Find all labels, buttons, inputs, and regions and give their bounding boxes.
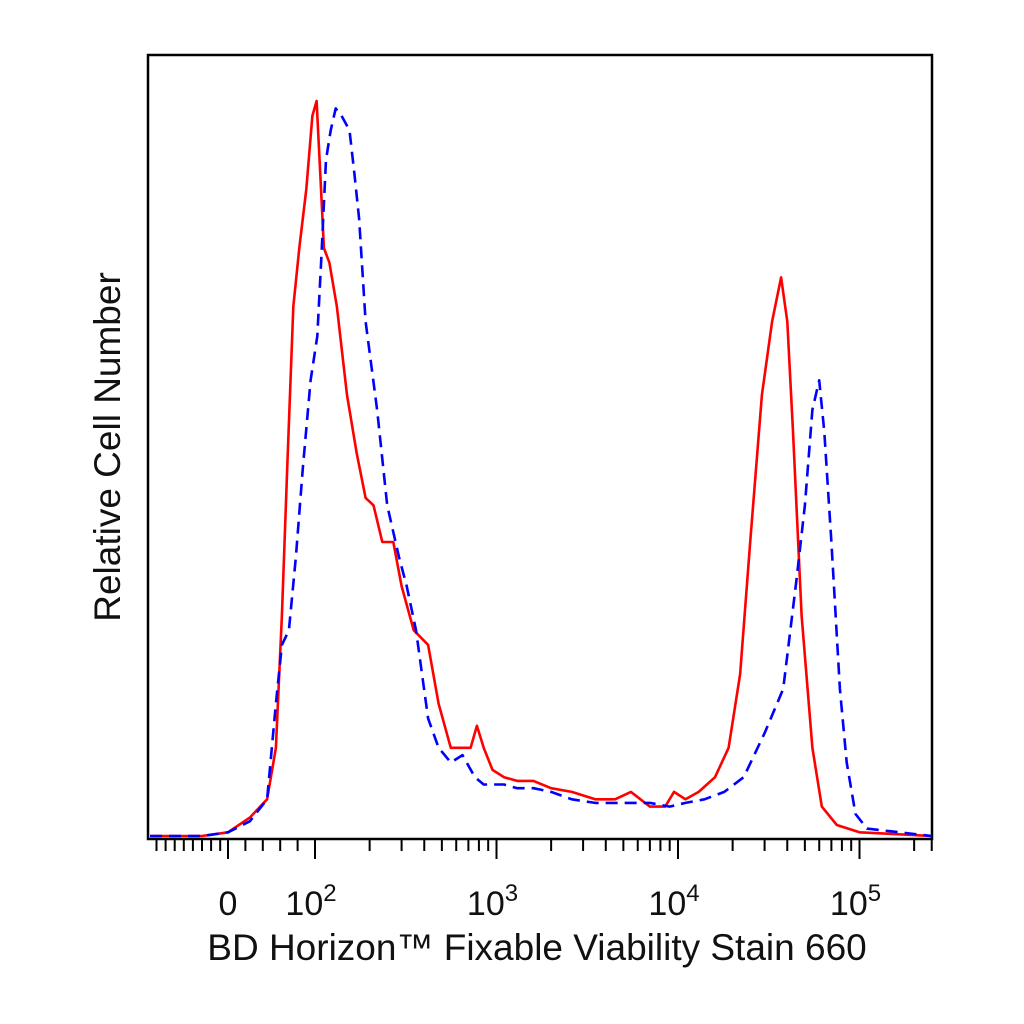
y-axis-label: Relative Cell Number xyxy=(87,272,128,622)
series-group xyxy=(150,99,932,838)
x-tick-label: 105 xyxy=(830,880,881,923)
series-1-line xyxy=(150,107,932,838)
x-tick-label: 0 xyxy=(219,885,238,923)
series-0-line xyxy=(150,99,932,838)
x-tick-label: 102 xyxy=(285,880,336,923)
plot-frame xyxy=(146,53,934,841)
x-tick-label: 103 xyxy=(467,880,518,923)
x-axis-label: BD Horizon™ Fixable Viability Stain 660 xyxy=(207,927,866,968)
x-tick-labels: 0 102 103 104 105 xyxy=(219,880,882,923)
x-axis-ticks xyxy=(155,839,933,859)
x-tick-label: 104 xyxy=(648,880,699,923)
